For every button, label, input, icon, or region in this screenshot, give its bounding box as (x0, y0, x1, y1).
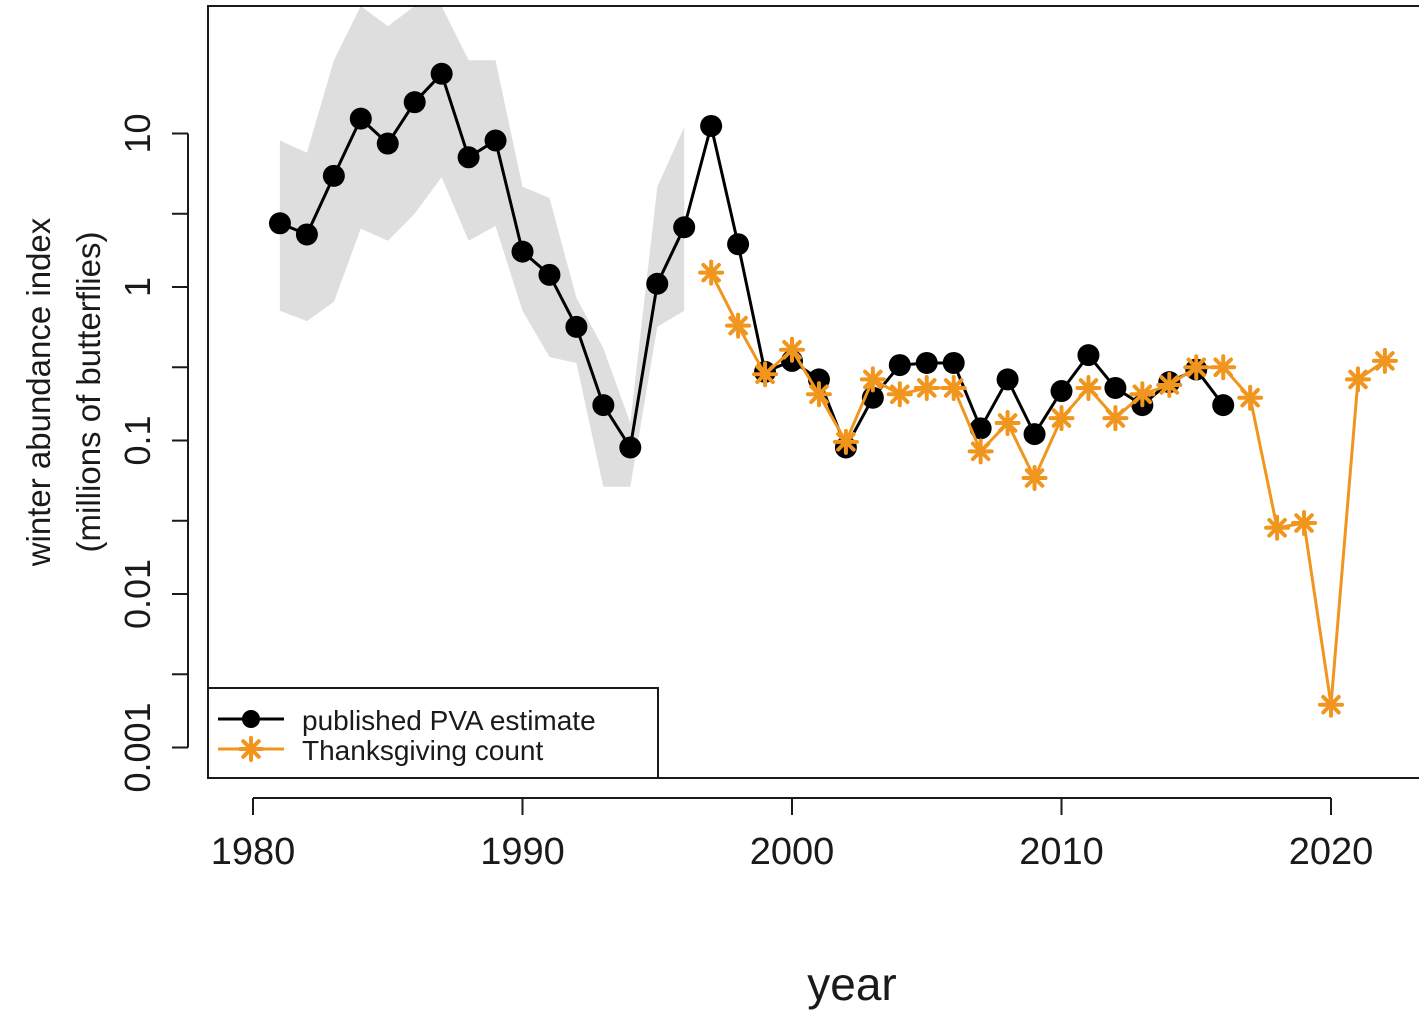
legend-label-thanksgiving: Thanksgiving count (302, 735, 543, 766)
data-point-thanksgiving (1344, 366, 1371, 393)
data-point-pva (700, 114, 723, 137)
series-line-thanksgiving (709, 272, 1386, 707)
data-point-thanksgiving (1129, 381, 1156, 408)
data-point-pva (673, 216, 696, 239)
data-point-pva (592, 394, 615, 417)
data-point-pva (969, 417, 992, 440)
legend: published PVA estimate Thanksgiving coun… (207, 687, 659, 779)
data-point-thanksgiving (698, 259, 725, 286)
data-point-pva (484, 129, 507, 152)
data-point-pva (942, 351, 965, 374)
data-point-thanksgiving (859, 366, 886, 393)
data-point-thanksgiving (1264, 514, 1291, 541)
data-point-thanksgiving (1318, 691, 1344, 718)
data-point-pva (403, 91, 426, 114)
data-point-thanksgiving (1371, 347, 1398, 374)
data-point-pva (511, 240, 534, 263)
data-point-thanksgiving (1102, 405, 1129, 432)
plot-frame (207, 5, 1419, 779)
y-tick-label: 0.001 (117, 702, 158, 792)
data-point-pva (430, 62, 453, 85)
data-point-thanksgiving (1021, 464, 1048, 491)
data-point-thanksgiving (1291, 510, 1318, 537)
data-point-thanksgiving (1210, 354, 1237, 381)
legend-star-glyph (238, 736, 264, 762)
axes-layer: 1980 1990 2000 2010 2020 0.001 0.01 0.1 1 10 (117, 113, 1373, 873)
data-point-pva (322, 164, 345, 187)
data-point-pva (888, 354, 911, 377)
data-point-thanksgiving (1156, 371, 1183, 398)
y-tick-label: 10 (117, 113, 158, 153)
data-point-pva (538, 263, 561, 286)
data-point-pva (1023, 423, 1046, 446)
data-point-thanksgiving (913, 374, 940, 401)
data-point-thanksgiving (1075, 374, 1102, 401)
data-point-thanksgiving (967, 438, 994, 465)
series-layer (268, 62, 1398, 718)
data-point-thanksgiving (752, 361, 779, 388)
x-tick-label: 2000 (750, 831, 835, 873)
data-point-pva (268, 212, 291, 235)
y-axis-label-line2: (millions of butterflies) (70, 232, 107, 553)
legend-marker-pva (242, 710, 260, 728)
legend-marker-thanksgiving (238, 736, 264, 762)
y-tick-label: 0.1 (117, 415, 158, 465)
data-point-pva (727, 233, 750, 256)
data-point-thanksgiving (779, 336, 805, 363)
confidence-band-layer (279, 6, 685, 487)
x-tick-label: 2010 (1019, 831, 1104, 873)
x-tick-label: 2020 (1289, 831, 1374, 873)
data-point-pva (457, 146, 480, 169)
data-point-thanksgiving (832, 428, 859, 455)
data-point-pva (619, 436, 642, 459)
data-point-pva (295, 223, 318, 246)
y-axis-label-line1: winter abundance index (20, 217, 57, 567)
data-point-pva (915, 351, 938, 374)
data-point-pva (1077, 344, 1100, 367)
data-point-pva (565, 315, 588, 338)
data-point-thanksgiving (1237, 384, 1264, 411)
y-tick-label: 0.01 (117, 559, 158, 629)
data-point-thanksgiving (725, 312, 752, 339)
x-tick-label: 1980 (211, 831, 296, 873)
x-axis-label: year (807, 958, 896, 1010)
data-point-pva (1104, 376, 1127, 399)
data-point-pva (1050, 380, 1073, 403)
data-point-thanksgiving (1183, 354, 1210, 381)
data-point-thanksgiving (886, 381, 913, 408)
data-point-pva (376, 132, 399, 155)
data-point-pva (349, 107, 372, 130)
x-tick-label: 1990 (480, 831, 565, 873)
legend-box (207, 687, 659, 779)
data-point-pva (646, 272, 669, 295)
y-tick-label: 1 (117, 277, 158, 297)
data-point-pva (1212, 394, 1235, 417)
data-point-thanksgiving (994, 410, 1021, 437)
data-point-thanksgiving (805, 381, 832, 408)
legend-label-pva: published PVA estimate (302, 705, 596, 736)
data-point-thanksgiving (940, 374, 967, 401)
confidence-band (279, 6, 685, 487)
data-point-thanksgiving (1048, 405, 1075, 432)
data-point-pva (996, 368, 1019, 391)
